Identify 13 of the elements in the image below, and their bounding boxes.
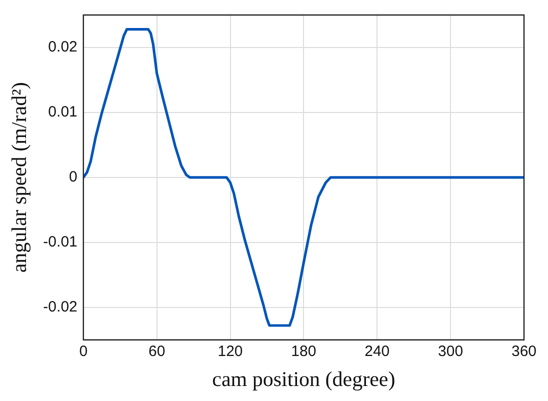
x-tick-label: 360 <box>511 342 537 360</box>
x-tick-label: 60 <box>148 342 166 360</box>
y-tick-label: 0.02 <box>48 38 78 56</box>
y-axis-title: angular speed (m/rad²) <box>7 82 32 273</box>
x-tick-label: 240 <box>364 342 390 360</box>
y-tick-label: -0.01 <box>43 234 78 250</box>
y-tick-label: 0.01 <box>48 104 78 121</box>
y-tick-label: -0.02 <box>43 298 78 316</box>
x-tick-label: 120 <box>218 342 243 360</box>
x-tick-label: 180 <box>291 342 316 360</box>
x-axis-title: cam position (degree) <box>212 366 396 391</box>
y-tick-label: 0 <box>69 168 78 186</box>
x-tick-label: 300 <box>438 342 464 360</box>
